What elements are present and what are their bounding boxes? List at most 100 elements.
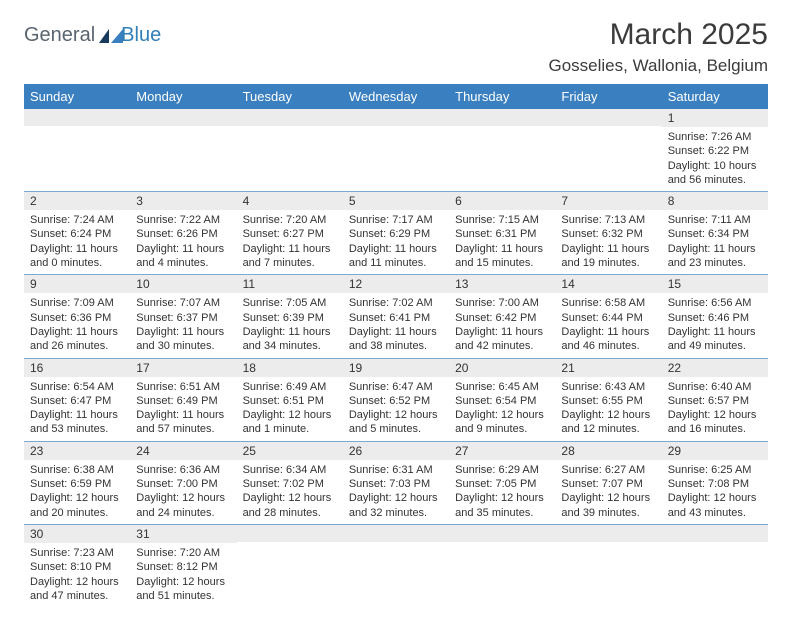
- cell-body-blank: [449, 126, 555, 176]
- calendar-cell: [237, 109, 343, 192]
- calendar-cell: 28Sunrise: 6:27 AMSunset: 7:07 PMDayligh…: [555, 441, 661, 524]
- sunrise-line: Sunrise: 6:40 AM: [668, 380, 762, 394]
- day-number: 23: [24, 442, 130, 460]
- sunset-line: Sunset: 6:26 PM: [136, 227, 230, 241]
- daynum-blank: [555, 109, 661, 126]
- day-number: 12: [343, 275, 449, 293]
- calendar-cell: 1Sunrise: 7:26 AMSunset: 6:22 PMDaylight…: [662, 109, 768, 192]
- daylight-line: and 57 minutes.: [136, 422, 230, 436]
- sunset-line: Sunset: 7:07 PM: [561, 477, 655, 491]
- daylight-line: and 11 minutes.: [349, 256, 443, 270]
- sunrise-line: Sunrise: 6:51 AM: [136, 380, 230, 394]
- daylight-line: Daylight: 12 hours: [243, 408, 337, 422]
- cell-body: Sunrise: 7:09 AMSunset: 6:36 PMDaylight:…: [24, 293, 130, 357]
- day-number: 3: [130, 192, 236, 210]
- day-number: 21: [555, 359, 661, 377]
- sunset-line: Sunset: 6:42 PM: [455, 311, 549, 325]
- calendar-cell: 10Sunrise: 7:07 AMSunset: 6:37 PMDayligh…: [130, 275, 236, 358]
- daylight-line: and 12 minutes.: [561, 422, 655, 436]
- calendar-cell: [449, 524, 555, 607]
- daylight-line: Daylight: 12 hours: [243, 491, 337, 505]
- day-number: 4: [237, 192, 343, 210]
- daylight-line: and 26 minutes.: [30, 339, 124, 353]
- cell-body-blank: [237, 542, 343, 592]
- cell-body: Sunrise: 7:22 AMSunset: 6:26 PMDaylight:…: [130, 210, 236, 274]
- calendar-cell: 7Sunrise: 7:13 AMSunset: 6:32 PMDaylight…: [555, 192, 661, 275]
- sunset-line: Sunset: 6:39 PM: [243, 311, 337, 325]
- daylight-line: and 0 minutes.: [30, 256, 124, 270]
- calendar-cell: [130, 109, 236, 192]
- calendar-cell: 2Sunrise: 7:24 AMSunset: 6:24 PMDaylight…: [24, 192, 130, 275]
- cell-body-blank: [555, 542, 661, 592]
- calendar-cell: [237, 524, 343, 607]
- cell-body: Sunrise: 6:51 AMSunset: 6:49 PMDaylight:…: [130, 377, 236, 441]
- daylight-line: Daylight: 12 hours: [30, 491, 124, 505]
- cell-body: Sunrise: 6:49 AMSunset: 6:51 PMDaylight:…: [237, 377, 343, 441]
- cell-body-blank: [662, 542, 768, 592]
- day-number: 17: [130, 359, 236, 377]
- day-number: 20: [449, 359, 555, 377]
- day-number: 27: [449, 442, 555, 460]
- cell-body: Sunrise: 6:54 AMSunset: 6:47 PMDaylight:…: [24, 377, 130, 441]
- calendar-cell: 12Sunrise: 7:02 AMSunset: 6:41 PMDayligh…: [343, 275, 449, 358]
- sunrise-line: Sunrise: 6:58 AM: [561, 296, 655, 310]
- cell-body-blank: [343, 542, 449, 592]
- daylight-line: and 53 minutes.: [30, 422, 124, 436]
- cell-body-blank: [130, 126, 236, 176]
- daylight-line: and 28 minutes.: [243, 506, 337, 520]
- sunset-line: Sunset: 6:59 PM: [30, 477, 124, 491]
- sunset-line: Sunset: 7:02 PM: [243, 477, 337, 491]
- day-number: 10: [130, 275, 236, 293]
- cell-body: Sunrise: 6:40 AMSunset: 6:57 PMDaylight:…: [662, 377, 768, 441]
- sunrise-line: Sunrise: 7:13 AM: [561, 213, 655, 227]
- calendar-cell: [343, 109, 449, 192]
- sunset-line: Sunset: 6:46 PM: [668, 311, 762, 325]
- daynum-blank: [130, 109, 236, 126]
- sunset-line: Sunset: 6:29 PM: [349, 227, 443, 241]
- calendar-cell: 22Sunrise: 6:40 AMSunset: 6:57 PMDayligh…: [662, 358, 768, 441]
- calendar-cell: 27Sunrise: 6:29 AMSunset: 7:05 PMDayligh…: [449, 441, 555, 524]
- sunrise-line: Sunrise: 6:29 AM: [455, 463, 549, 477]
- calendar-cell: [449, 109, 555, 192]
- sunrise-line: Sunrise: 6:56 AM: [668, 296, 762, 310]
- calendar-body: 1Sunrise: 7:26 AMSunset: 6:22 PMDaylight…: [24, 109, 768, 607]
- sunrise-line: Sunrise: 6:34 AM: [243, 463, 337, 477]
- cell-body-blank: [555, 126, 661, 176]
- sunset-line: Sunset: 7:05 PM: [455, 477, 549, 491]
- sunrise-line: Sunrise: 7:17 AM: [349, 213, 443, 227]
- sunset-line: Sunset: 6:32 PM: [561, 227, 655, 241]
- calendar-cell: 26Sunrise: 6:31 AMSunset: 7:03 PMDayligh…: [343, 441, 449, 524]
- daynum-blank: [343, 525, 449, 542]
- cell-body: Sunrise: 7:05 AMSunset: 6:39 PMDaylight:…: [237, 293, 343, 357]
- day-number: 25: [237, 442, 343, 460]
- sunset-line: Sunset: 8:10 PM: [30, 560, 124, 574]
- daylight-line: and 42 minutes.: [455, 339, 549, 353]
- daylight-line: and 24 minutes.: [136, 506, 230, 520]
- cell-body: Sunrise: 6:47 AMSunset: 6:52 PMDaylight:…: [343, 377, 449, 441]
- sunrise-line: Sunrise: 6:38 AM: [30, 463, 124, 477]
- daylight-line: and 49 minutes.: [668, 339, 762, 353]
- weekday-tuesday: Tuesday: [237, 84, 343, 109]
- daylight-line: Daylight: 12 hours: [136, 491, 230, 505]
- title-block: March 2025 Gosselies, Wallonia, Belgium: [548, 18, 768, 76]
- sunset-line: Sunset: 6:34 PM: [668, 227, 762, 241]
- daylight-line: Daylight: 12 hours: [30, 575, 124, 589]
- sunset-line: Sunset: 6:41 PM: [349, 311, 443, 325]
- cell-body: Sunrise: 6:34 AMSunset: 7:02 PMDaylight:…: [237, 460, 343, 524]
- logo-text-general: General: [24, 24, 95, 47]
- cell-body: Sunrise: 6:36 AMSunset: 7:00 PMDaylight:…: [130, 460, 236, 524]
- daylight-line: and 30 minutes.: [136, 339, 230, 353]
- calendar-row: 1Sunrise: 7:26 AMSunset: 6:22 PMDaylight…: [24, 109, 768, 192]
- sunrise-line: Sunrise: 7:20 AM: [243, 213, 337, 227]
- calendar-table: Sunday Monday Tuesday Wednesday Thursday…: [24, 84, 768, 607]
- calendar-row: 16Sunrise: 6:54 AMSunset: 6:47 PMDayligh…: [24, 358, 768, 441]
- day-number: 11: [237, 275, 343, 293]
- calendar-cell: 3Sunrise: 7:22 AMSunset: 6:26 PMDaylight…: [130, 192, 236, 275]
- cell-body-blank: [24, 126, 130, 176]
- calendar-cell: 25Sunrise: 6:34 AMSunset: 7:02 PMDayligh…: [237, 441, 343, 524]
- daylight-line: Daylight: 11 hours: [455, 325, 549, 339]
- cell-body: Sunrise: 6:38 AMSunset: 6:59 PMDaylight:…: [24, 460, 130, 524]
- day-number: 29: [662, 442, 768, 460]
- cell-body: Sunrise: 7:20 AMSunset: 8:12 PMDaylight:…: [130, 543, 236, 607]
- weekday-monday: Monday: [130, 84, 236, 109]
